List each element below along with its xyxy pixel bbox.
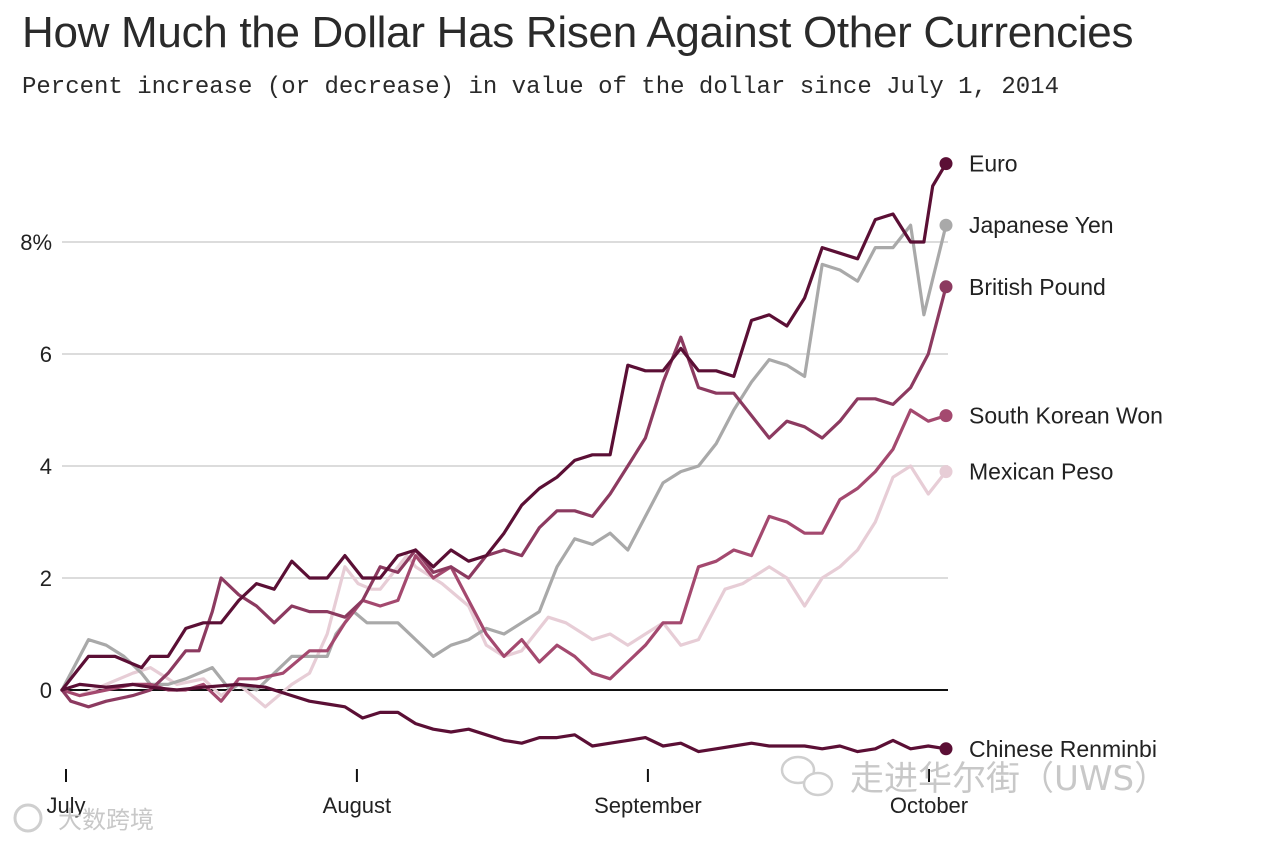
series-line-japanese-yen bbox=[60, 223, 948, 692]
series-line-chinese-renminbi bbox=[60, 682, 948, 754]
watermark-left: 大数跨境 bbox=[13, 803, 154, 834]
watermark-right-text: 走进华尔街（UWS） bbox=[850, 759, 1168, 799]
series-label-japanese-yen: Japanese Yen bbox=[969, 212, 1114, 238]
series-end-markers bbox=[939, 157, 953, 756]
series-end-dot-chinese-renminbi bbox=[939, 742, 953, 756]
y-tick-label: 8% bbox=[20, 230, 52, 255]
series-end-dot-south-korean-won bbox=[939, 409, 953, 423]
y-axis-ticks: 0 2 4 6 8% bbox=[20, 230, 52, 703]
x-tick-label: September bbox=[594, 793, 702, 818]
watermark-left-logo-icon bbox=[13, 803, 43, 833]
watermark-right: 走进华尔街（UWS） bbox=[780, 755, 1168, 799]
chart-subtitle: Percent increase (or decrease) in value … bbox=[22, 74, 1059, 101]
wechat-logo-icon bbox=[780, 755, 816, 785]
series-label-south-korean-won: South Korean Won bbox=[969, 403, 1163, 429]
y-tick-label: 0 bbox=[40, 678, 52, 703]
y-tick-label: 6 bbox=[40, 342, 52, 367]
series-line-euro bbox=[60, 162, 948, 692]
watermark-left-text: 大数跨境 bbox=[58, 806, 154, 834]
series-end-dot-japanese-yen bbox=[939, 218, 953, 232]
x-tick-label: October bbox=[890, 793, 968, 818]
x-tick-label: July bbox=[46, 793, 85, 818]
series-label-british-pound: British Pound bbox=[969, 274, 1106, 300]
wechat-logo-bubble bbox=[802, 771, 834, 797]
gridlines bbox=[62, 241, 948, 579]
series-end-dot-mexican-peso bbox=[939, 465, 953, 479]
series-end-dot-euro bbox=[939, 157, 953, 171]
series-line-british-pound bbox=[60, 285, 948, 709]
series-label-mexican-peso: Mexican Peso bbox=[969, 459, 1113, 485]
series-label-euro: Euro bbox=[969, 151, 1018, 177]
x-tick-label: August bbox=[323, 793, 392, 818]
series-line-mexican-peso bbox=[60, 464, 948, 709]
y-tick-label: 2 bbox=[40, 566, 52, 591]
series-end-dot-british-pound bbox=[939, 280, 953, 294]
y-tick-label: 4 bbox=[40, 454, 52, 479]
chart-title: How Much the Dollar Has Risen Against Ot… bbox=[22, 8, 1134, 57]
series-labels: Mexican Peso Japanese Yen South Korean Won… bbox=[969, 151, 1163, 762]
x-axis-ticks: July August September October bbox=[46, 769, 968, 818]
series-line-south-korean-won bbox=[60, 408, 948, 703]
series-lines bbox=[60, 162, 948, 754]
series-label-chinese-renminbi: Chinese Renminbi bbox=[969, 736, 1157, 762]
